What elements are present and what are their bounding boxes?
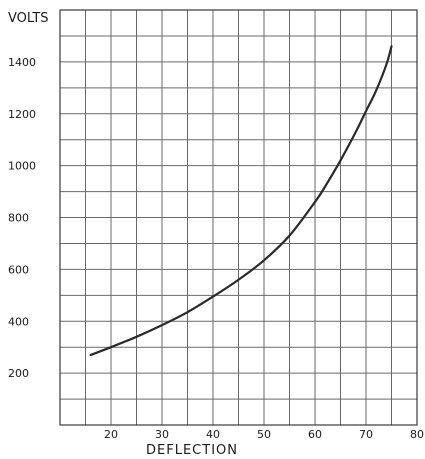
y-tick-label: 800: [8, 212, 29, 225]
x-tick-label: 70: [359, 428, 373, 441]
plot-border: [59, 9, 418, 426]
x-tick-label: 80: [410, 428, 424, 441]
y-tick-label: 1400: [8, 56, 36, 69]
series-line: [89, 45, 393, 357]
x-tick-label: 30: [155, 428, 169, 441]
y-axis-label: VOLTS: [8, 11, 49, 26]
y-tick-label: 400: [8, 315, 29, 328]
y-tick-label: 1000: [8, 160, 36, 173]
y-tick-labels: 200 400 600 800 1000 1200 1400: [8, 56, 36, 380]
y-tick-label: 200: [8, 367, 29, 380]
x-tick-label: 50: [257, 428, 271, 441]
x-axis-label: DEFLECTION: [146, 443, 238, 458]
x-tick-label: 40: [206, 428, 220, 441]
x-tick-label: 20: [104, 428, 118, 441]
x-tick-label: 60: [308, 428, 322, 441]
series-line-group: [89, 45, 393, 357]
y-tick-label: 1200: [8, 108, 36, 121]
grid: [60, 10, 417, 425]
plot-frame: [59, 9, 418, 426]
x-tick-labels: 20 30 40 50 60 70 80: [104, 428, 424, 441]
y-tick-label: 600: [8, 263, 29, 276]
